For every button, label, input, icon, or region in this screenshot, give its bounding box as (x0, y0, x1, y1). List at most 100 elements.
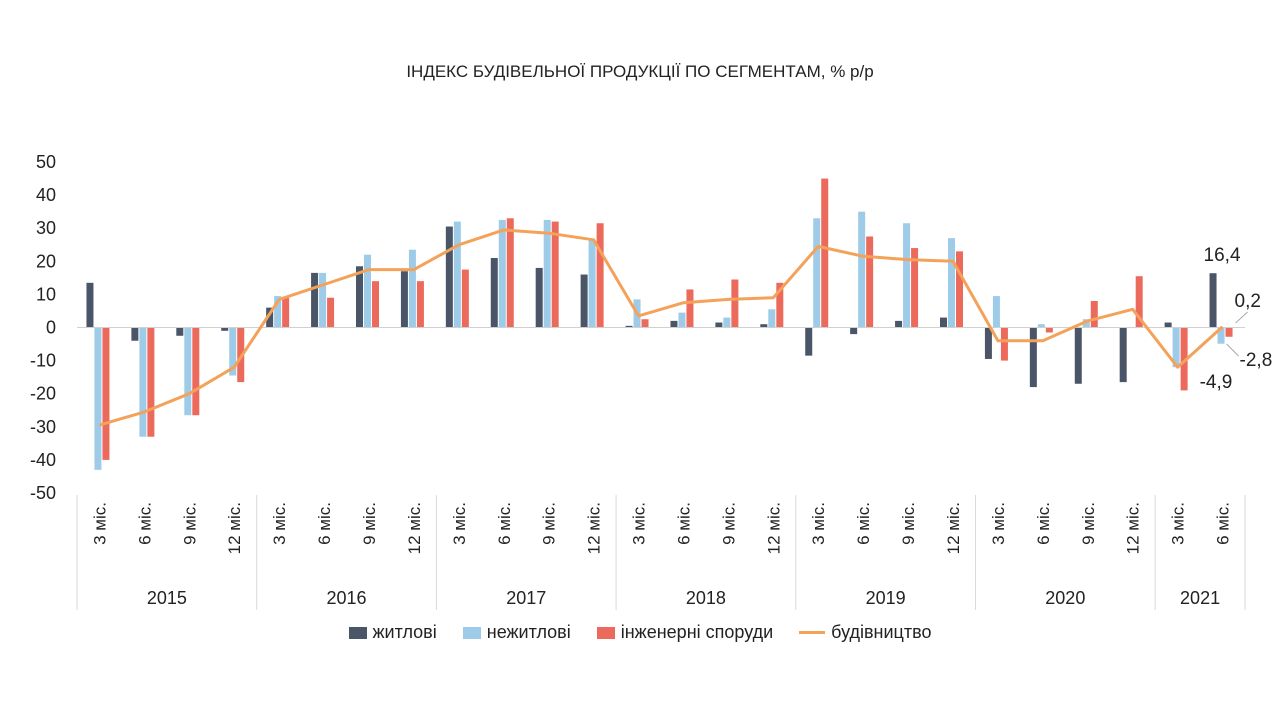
category-label: 12 міс. (944, 502, 963, 554)
category-label: 3 міс. (90, 502, 109, 545)
bar-0-25 (1209, 273, 1217, 328)
legend-swatch-engineering (596, 626, 615, 639)
bar-0-13 (670, 320, 678, 328)
legend-item-construction: будівництво (799, 622, 931, 643)
bar-1-2 (184, 327, 192, 416)
bar-2-0 (102, 327, 110, 460)
category-label: 3 міс. (630, 502, 649, 545)
category-label: 9 міс. (719, 502, 738, 545)
category-label: 12 міс. (225, 502, 244, 554)
bar-0-5 (311, 272, 319, 328)
category-label: 9 міс. (540, 502, 559, 545)
bar-0-3 (221, 327, 229, 331)
year-label: 2021 (1180, 588, 1220, 608)
bar-2-6 (372, 281, 379, 328)
bar-1-11 (588, 239, 596, 328)
bar-1-15 (768, 309, 776, 328)
bar-1-0 (94, 327, 102, 470)
bar-0-20 (984, 327, 992, 359)
bar-2-24 (1180, 327, 1188, 391)
legend-item-housing: житлові (348, 622, 437, 643)
y-tick-label: -40 (30, 450, 56, 470)
category-label: 3 міс. (270, 502, 289, 545)
bar-0-1 (131, 327, 139, 341)
bar-2-17 (866, 236, 874, 328)
bar-1-25 (1217, 327, 1225, 344)
bar-1-1 (139, 327, 147, 437)
bar-0-17 (850, 327, 858, 335)
bar-1-7 (408, 249, 416, 328)
bar-0-24 (1164, 322, 1172, 328)
bar-0-21 (1029, 327, 1037, 388)
y-tick-label: -30 (30, 417, 56, 437)
bar-1-16 (813, 218, 821, 328)
bar-2-15 (776, 282, 784, 328)
bar-0-4 (266, 307, 274, 328)
y-tick-label: -10 (30, 351, 56, 371)
bar-1-18 (903, 223, 911, 328)
bar-2-14 (731, 279, 739, 328)
bar-2-12 (641, 319, 649, 328)
bar-1-22 (1082, 319, 1090, 328)
bar-0-11 (580, 274, 588, 328)
bar-1-4 (274, 296, 282, 328)
bar-2-13 (686, 289, 694, 328)
legend: житлові нежитлові інженерні споруди буді… (0, 622, 1280, 643)
legend-swatch-nonresidential (462, 626, 481, 639)
year-label: 2015 (147, 588, 187, 608)
bar-2-22 (1090, 301, 1098, 328)
category-label: 3 міс. (809, 502, 828, 545)
legend-item-nonresidential: нежитлові (462, 622, 571, 643)
bar-2-25 (1225, 327, 1233, 337)
legend-label-construction: будівництво (831, 622, 932, 642)
category-label: 3 міс. (450, 502, 469, 545)
category-label: 6 міс. (1034, 502, 1053, 545)
category-label: 12 міс. (1124, 502, 1143, 554)
bar-2-10 (551, 221, 559, 328)
bar-2-20 (1000, 327, 1008, 361)
bar-2-21 (1045, 327, 1053, 333)
bar-0-16 (805, 327, 813, 356)
category-label: 6 міс. (495, 502, 514, 545)
bar-0-0 (86, 282, 94, 328)
y-tick-label: 10 (36, 284, 56, 304)
legend-swatch-housing (348, 626, 367, 639)
bar-1-3 (229, 327, 237, 376)
data-annotation: -2,8 (1240, 350, 1273, 371)
data-annotation: -4,9 (1200, 372, 1233, 393)
legend-item-engineering: інженерні споруди (596, 622, 774, 643)
data-annotation: 0,2 (1235, 291, 1261, 312)
y-tick-label: 40 (36, 185, 56, 205)
bar-2-9 (506, 218, 514, 328)
bar-2-18 (911, 248, 919, 328)
bar-2-16 (821, 178, 829, 328)
bar-1-6 (364, 254, 371, 328)
category-label: 9 міс. (360, 502, 379, 545)
bar-0-18 (895, 320, 903, 328)
year-label: 2019 (866, 588, 906, 608)
bar-0-10 (535, 267, 543, 328)
y-tick-label: 30 (36, 218, 56, 238)
bar-0-8 (445, 226, 453, 328)
line-construction (99, 228, 1224, 427)
bar-2-11 (596, 223, 604, 328)
bar-0-2 (176, 327, 184, 336)
category-label: 9 міс. (1079, 502, 1098, 545)
bar-0-19 (940, 317, 947, 328)
category-label: 12 міс. (764, 502, 783, 554)
category-label: 12 міс. (585, 502, 604, 554)
legend-label-engineering: інженерні споруди (620, 622, 774, 642)
y-tick-label: 20 (36, 251, 56, 271)
bar-1-20 (992, 296, 1000, 328)
year-label: 2016 (327, 588, 367, 608)
bar-0-9 (490, 257, 498, 328)
bar-2-7 (416, 281, 424, 328)
bar-0-15 (760, 324, 768, 328)
bar-2-19 (956, 251, 963, 328)
bar-1-8 (453, 221, 461, 328)
bar-1-14 (723, 317, 731, 328)
y-tick-label: -20 (30, 384, 56, 404)
data-annotation: 16,4 (1204, 245, 1241, 266)
y-tick-label: -50 (30, 483, 56, 503)
